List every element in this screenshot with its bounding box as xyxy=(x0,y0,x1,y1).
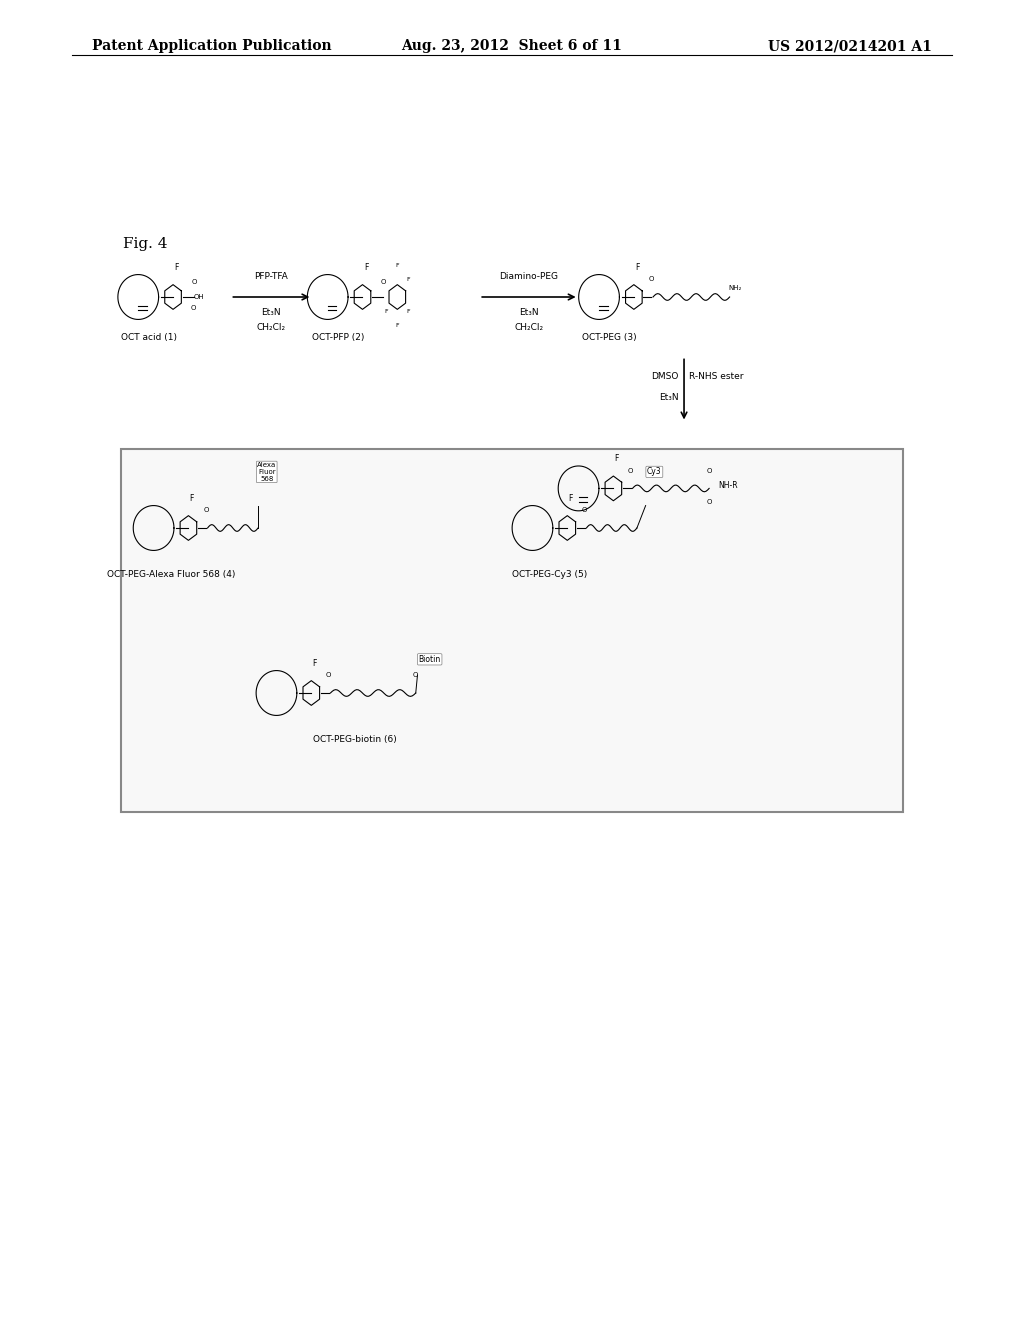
Text: PFP-TFA: PFP-TFA xyxy=(255,272,288,281)
Text: O: O xyxy=(628,467,634,474)
Text: O: O xyxy=(190,305,196,312)
Text: CH₂Cl₂: CH₂Cl₂ xyxy=(257,323,286,333)
Text: DMSO: DMSO xyxy=(651,372,679,381)
Text: Biotin: Biotin xyxy=(419,655,440,664)
Text: Et₃N: Et₃N xyxy=(519,308,539,317)
Text: O: O xyxy=(203,507,209,513)
Text: F: F xyxy=(312,659,317,668)
Text: F: F xyxy=(614,454,620,463)
Text: CH₂Cl₂: CH₂Cl₂ xyxy=(514,323,544,333)
Text: OCT-PFP (2): OCT-PFP (2) xyxy=(312,333,365,342)
Text: R-NHS ester: R-NHS ester xyxy=(689,372,743,381)
Text: US 2012/0214201 A1: US 2012/0214201 A1 xyxy=(768,40,932,53)
Bar xyxy=(121,449,903,812)
Text: F: F xyxy=(407,277,411,282)
Text: Diamino-PEG: Diamino-PEG xyxy=(500,272,558,281)
Text: F: F xyxy=(568,494,573,503)
Text: F: F xyxy=(174,263,179,272)
Text: Patent Application Publication: Patent Application Publication xyxy=(92,40,332,53)
Text: O: O xyxy=(381,279,386,285)
Text: OCT-PEG-Alexa Fluor 568 (4): OCT-PEG-Alexa Fluor 568 (4) xyxy=(106,570,236,579)
Text: OH: OH xyxy=(194,294,205,300)
Text: O: O xyxy=(191,279,197,285)
Text: O: O xyxy=(326,672,332,678)
Text: O: O xyxy=(582,507,588,513)
Text: F: F xyxy=(407,309,411,314)
Text: O: O xyxy=(707,467,712,474)
Text: OCT-PEG-biotin (6): OCT-PEG-biotin (6) xyxy=(313,735,396,744)
Text: Cy3: Cy3 xyxy=(647,467,662,477)
Text: Alexa
Fluor
568: Alexa Fluor 568 xyxy=(257,462,276,482)
Text: F: F xyxy=(395,323,399,329)
Text: OCT-PEG-Cy3 (5): OCT-PEG-Cy3 (5) xyxy=(512,570,588,579)
Text: F: F xyxy=(395,263,399,268)
Text: Et₃N: Et₃N xyxy=(659,393,679,403)
Text: OCT-PEG (3): OCT-PEG (3) xyxy=(583,333,637,342)
Text: NH-R: NH-R xyxy=(718,482,737,491)
Text: F: F xyxy=(635,263,640,272)
Text: F: F xyxy=(384,309,388,314)
Text: NH₂: NH₂ xyxy=(728,285,741,292)
Text: Et₃N: Et₃N xyxy=(261,308,282,317)
Text: O: O xyxy=(648,276,654,282)
Text: Fig. 4: Fig. 4 xyxy=(123,238,167,251)
Text: F: F xyxy=(364,263,369,272)
Text: O: O xyxy=(707,499,712,506)
Text: F: F xyxy=(189,494,195,503)
Text: OCT acid (1): OCT acid (1) xyxy=(121,333,177,342)
Text: O: O xyxy=(413,672,419,678)
Text: Aug. 23, 2012  Sheet 6 of 11: Aug. 23, 2012 Sheet 6 of 11 xyxy=(401,40,623,53)
